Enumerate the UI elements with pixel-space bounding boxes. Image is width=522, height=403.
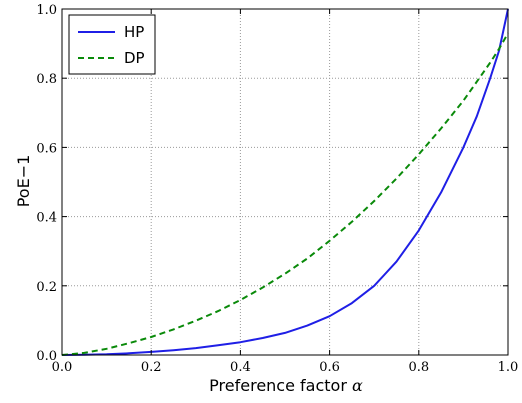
x-tick-label: 0.0 [52, 360, 73, 375]
x-tick-label: 0.6 [319, 360, 340, 375]
plot-frame [61, 8, 509, 356]
y-axis-ticks: 0.0 0.2 0.4 0.6 0.8 1.0 [36, 3, 508, 364]
x-axis-label: Preference factor α [209, 376, 363, 395]
x-axis-label-symbol: α [352, 376, 363, 395]
legend: HP DP [68, 14, 156, 75]
legend-label-hp: HP [124, 23, 144, 41]
x-tick-label: 1.0 [498, 360, 519, 375]
series-line-hp [61, 8, 509, 356]
legend-box [68, 14, 156, 75]
y-tick-label: 1.0 [36, 3, 57, 18]
x-tick-label: 0.8 [408, 360, 429, 375]
series-line-dp [61, 32, 509, 356]
legend-label-dp: DP [124, 49, 145, 67]
x-axis-label-text: Preference factor [209, 376, 347, 395]
y-axis-label: PoE−1 [14, 155, 33, 208]
grid-lines [62, 9, 508, 355]
x-axis-ticks: 0.0 0.2 0.4 0.6 0.8 1.0 [52, 9, 519, 375]
y-tick-label: 0.8 [36, 72, 57, 87]
y-tick-label: 0.6 [36, 141, 57, 156]
series-lines [61, 8, 509, 356]
x-tick-label: 0.4 [230, 360, 251, 375]
y-tick-label: 0.0 [36, 349, 57, 364]
x-tick-label: 0.2 [141, 360, 162, 375]
y-tick-label: 0.2 [36, 280, 57, 295]
y-tick-label: 0.4 [36, 211, 57, 226]
